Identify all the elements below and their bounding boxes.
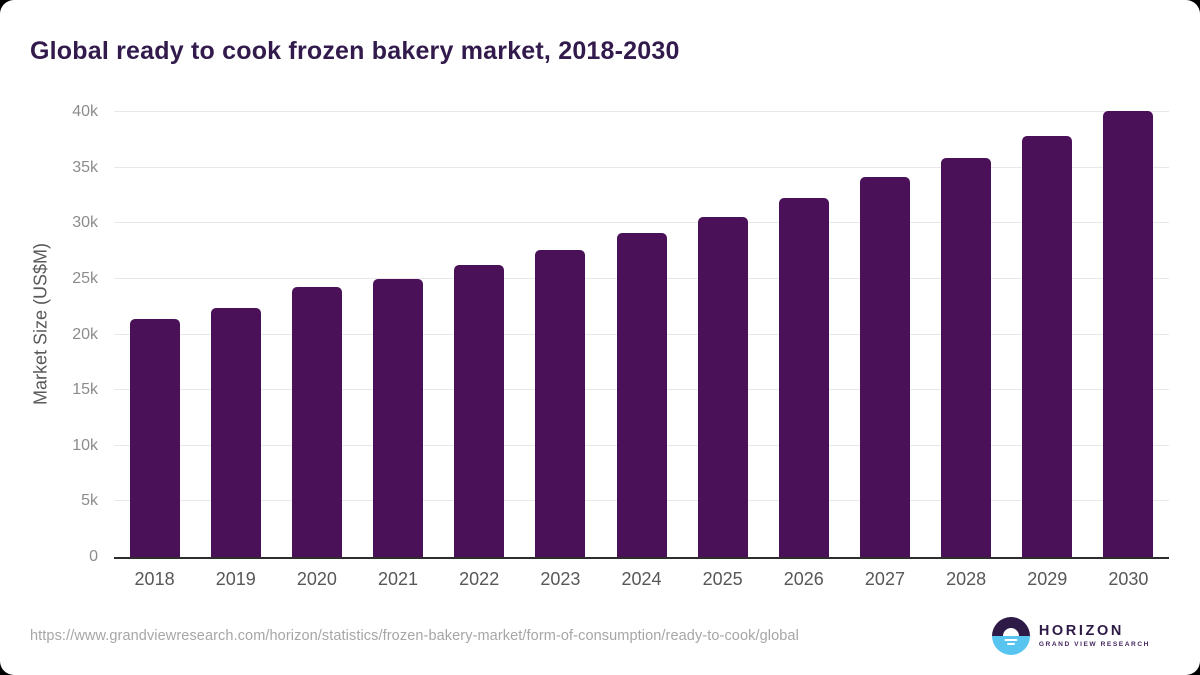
y-tick-label: 30k (72, 214, 98, 232)
bar-2027[interactable] (859, 176, 910, 557)
gridline (114, 111, 1169, 113)
bar-2018[interactable] (129, 319, 180, 557)
y-tick-label: 25k (72, 270, 98, 288)
gridline (114, 166, 1169, 168)
horizon-sunrise-icon (991, 617, 1030, 655)
x-tick-label: 2026 (783, 569, 824, 589)
x-tick-label: 2025 (702, 569, 743, 589)
bar-2030[interactable] (1103, 111, 1154, 557)
bar-2029[interactable] (1022, 135, 1073, 557)
y-tick-label: 35k (72, 158, 98, 176)
bar-2023[interactable] (535, 250, 586, 557)
gridline (114, 222, 1169, 224)
x-tick-label: 2027 (864, 569, 905, 589)
bar-2028[interactable] (941, 157, 992, 557)
page-title: Global ready to cook frozen bakery marke… (30, 36, 680, 65)
logo-brand-text: HORIZON (1038, 622, 1124, 639)
x-tick-label: 2020 (296, 569, 337, 589)
x-tick-label: 2024 (621, 569, 662, 589)
plot-area: 0 5k 10k 15k 20k 25k 30k 35k 40k 2018 2019 2020 2021… (72, 90, 1169, 589)
y-tick-label: 5k (81, 492, 98, 510)
y-tick-label: 0 (89, 548, 98, 565)
x-tick-label: 2028 (946, 569, 987, 589)
bar-2019[interactable] (210, 307, 261, 557)
bar-2022[interactable] (454, 264, 505, 557)
x-tick-label: 2023 (540, 569, 581, 589)
bar-2020[interactable] (291, 286, 342, 557)
x-tick-label: 2018 (134, 569, 175, 589)
x-tick-label: 2030 (1108, 569, 1149, 589)
x-tick-label: 2022 (459, 569, 500, 589)
bar-2025[interactable] (697, 216, 748, 557)
x-tick-label: 2021 (378, 569, 419, 589)
horizon-logo: HORIZON GRAND VIEW RESEARCH (991, 617, 1150, 655)
x-tick-label: 2029 (1027, 569, 1068, 589)
y-tick-label: 20k (72, 325, 98, 343)
y-axis-title: Market Size (US$M) (30, 242, 51, 406)
y-tick-label: 40k (72, 103, 98, 121)
logo-subtitle-text: GRAND VIEW RESEARCH (1038, 641, 1150, 649)
bar-2021[interactable] (373, 279, 424, 557)
source-url: https://www.grandviewresearch.com/horizo… (30, 628, 799, 644)
x-tick-label: 2019 (215, 569, 256, 589)
y-tick-label: 10k (72, 436, 98, 454)
bar-2026[interactable] (778, 197, 829, 557)
bar-2024[interactable] (616, 233, 667, 557)
y-tick-label: 15k (72, 381, 98, 399)
